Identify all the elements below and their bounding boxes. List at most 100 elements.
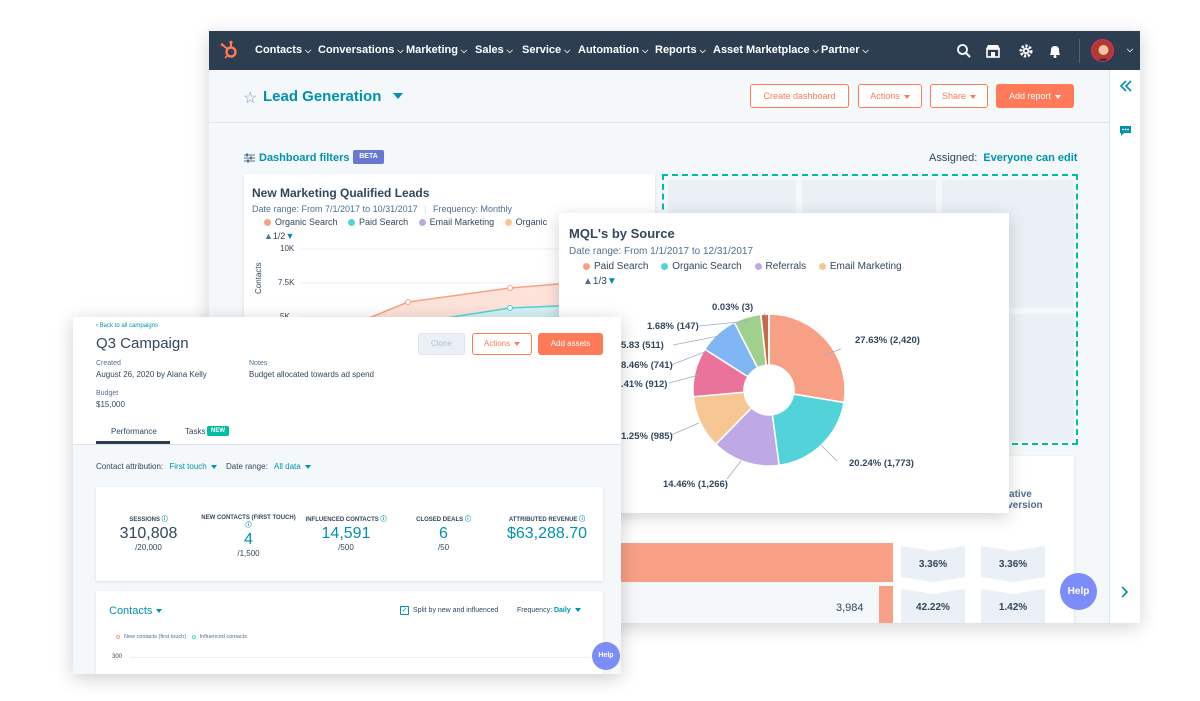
data-point[interactable] [405, 299, 411, 305]
stat-label-text: ATTRIBUTED REVENUE [508, 517, 578, 523]
campaign-actions-button[interactable]: Actions [472, 333, 532, 355]
nav-contacts[interactable]: Contacts ⌵ [255, 44, 311, 56]
tab-performance[interactable]: Performance [111, 427, 157, 436]
data-label: 1.68% (147) [647, 321, 699, 332]
data-label: .41% (912) [621, 379, 667, 390]
y-tick: 10K [280, 244, 295, 253]
data-point[interactable] [507, 305, 513, 311]
stat-label: ATTRIBUTED REVENUE ⓘ [491, 514, 603, 523]
avatar[interactable] [1091, 39, 1114, 62]
add-report-button[interactable]: Add report [996, 84, 1074, 108]
pie-slice[interactable] [771, 393, 845, 467]
frequency-dropdown[interactable]: Daily [554, 607, 581, 614]
y-tick: 7.5K [278, 278, 295, 287]
account-menu-caret[interactable]: ⌵ [1124, 43, 1133, 55]
info-icon[interactable]: ⓘ [380, 517, 387, 523]
stat-label: NEW CONTACTS (FIRST TOUCH) ⓘ [201, 514, 296, 530]
nav-sales[interactable]: Sales ⌵ [475, 44, 513, 56]
stat-new-contacts[interactable]: NEW CONTACTS (FIRST TOUCH) ⓘ 4 /1,500 [201, 514, 296, 558]
legend-label: Email Marketing [429, 217, 495, 227]
info-icon[interactable]: ⓘ [579, 517, 586, 523]
back-chevron-icon: ‹ [96, 323, 100, 329]
nav-conversations[interactable]: Conversations ⌵ [318, 44, 404, 56]
nav-reports[interactable]: Reports ⌵ [655, 44, 706, 56]
created-value: August 26, 2020 by Alana Kelly [96, 370, 207, 379]
chevron-down-icon: ⌵ [397, 46, 404, 55]
actions-button[interactable]: Actions [858, 84, 922, 108]
create-dashboard-button[interactable]: Create dashboard [750, 84, 849, 108]
funnel-bar[interactable] [621, 543, 893, 582]
marketplace-icon[interactable] [985, 43, 1001, 59]
chat-icon[interactable] [1119, 125, 1132, 137]
active-tab-indicator [96, 441, 170, 444]
gear-icon[interactable] [1018, 43, 1034, 59]
legend-dot [661, 262, 669, 270]
nav-asset-marketplace[interactable]: Asset Marketplace ⌵ [713, 44, 819, 56]
legend-item: Organic [504, 217, 547, 227]
stat-label: INFLUENCED CONTACTS ⓘ [296, 514, 396, 523]
split-checkbox[interactable]: ✓ [400, 606, 409, 615]
stat-label-text: INFLUENCED CONTACTS [305, 517, 379, 523]
frequency-filter: Frequency: Daily [517, 607, 581, 614]
pager-down-icon[interactable]: ▼ [285, 231, 295, 241]
stat-sessions[interactable]: SESSIONS ⓘ 310,808 /20,000 [96, 514, 201, 552]
pager-up-icon[interactable]: ▲ [583, 276, 593, 287]
attribution-dropdown[interactable]: First touch [169, 462, 217, 471]
data-label: 5.83 (511) [621, 340, 664, 351]
help-button[interactable]: Help [1060, 573, 1097, 610]
tab-tasks[interactable]: Tasks [185, 427, 206, 436]
legend-pager[interactable]: ▲1/2▼ [264, 231, 294, 241]
chevron-right-icon[interactable] [1120, 586, 1130, 598]
nav-label: Reports [655, 44, 697, 56]
chevron-down-icon: ⌵ [564, 46, 571, 55]
cumulative-rate: 3.36% [998, 559, 1028, 570]
legend-label: Referrals [765, 261, 807, 272]
nav-label: Partner [821, 44, 860, 56]
legend-dot [504, 219, 512, 227]
nav-marketing[interactable]: Marketing ⌵ [406, 44, 467, 56]
info-icon[interactable]: ⓘ [245, 523, 252, 529]
legend-label: Paid Search [594, 261, 649, 272]
campaign-title: Q3 Campaign [96, 335, 189, 352]
leader-line [763, 312, 767, 318]
assigned-link[interactable]: Everyone can edit [983, 152, 1078, 164]
bell-icon[interactable] [1047, 43, 1063, 59]
nav-automation[interactable]: Automation ⌵ [578, 44, 648, 56]
favorite-star-icon[interactable]: ☆ [243, 90, 258, 107]
info-icon[interactable]: ⓘ [161, 517, 168, 523]
created-label: Created [96, 360, 121, 367]
stat-closed-deals[interactable]: CLOSED DEALS ⓘ 6 /50 [396, 514, 491, 552]
contacts-title-dropdown[interactable]: Contacts [109, 605, 163, 617]
legend-item: Influenced contacts [191, 634, 247, 640]
assigned-label: Assigned: [929, 152, 978, 164]
dashboard-filters-link[interactable]: Dashboard filters [259, 152, 350, 164]
page-title[interactable]: Lead Generation [263, 88, 382, 105]
dashboard-switcher-caret[interactable] [393, 93, 403, 99]
help-button[interactable]: Help [592, 642, 620, 670]
funnel-count: 3,984 [836, 602, 864, 614]
share-button[interactable]: Share [930, 84, 988, 108]
legend-pager[interactable]: ▲1/3▼ [583, 276, 617, 287]
hubspot-logo-icon[interactable] [219, 40, 239, 60]
pager-up-icon[interactable]: ▲ [264, 231, 273, 241]
frequency-label: Frequency: [517, 607, 553, 614]
search-icon[interactable] [956, 43, 972, 59]
legend-item: Paid Search [348, 217, 408, 227]
data-point[interactable] [507, 285, 513, 291]
back-link[interactable]: ‹ Back to all campaigns [96, 323, 158, 329]
add-assets-button[interactable]: Add assets [538, 333, 603, 355]
pager-text: 1/3 [592, 276, 607, 287]
stat-influenced-contacts[interactable]: INFLUENCED CONTACTS ⓘ 14,591 /500 [296, 514, 396, 552]
nav-service[interactable]: Service ⌵ [522, 44, 570, 56]
funnel-bar[interactable] [879, 586, 893, 623]
info-icon[interactable]: ⓘ [464, 517, 471, 523]
pie-slice[interactable] [768, 313, 846, 404]
stat-attributed-revenue[interactable]: ATTRIBUTED REVENUE ⓘ $63,288.70 [491, 514, 603, 543]
nav-partner[interactable]: Partner ⌵ [821, 44, 869, 56]
clone-button[interactable]: Clone [418, 333, 465, 355]
button-label: Actions [870, 91, 900, 101]
date-range-dropdown[interactable]: All data [274, 462, 311, 471]
pager-down-icon[interactable]: ▼ [606, 276, 617, 287]
avatar-image [1092, 40, 1113, 61]
collapse-double-chevron-icon[interactable] [1119, 80, 1133, 92]
